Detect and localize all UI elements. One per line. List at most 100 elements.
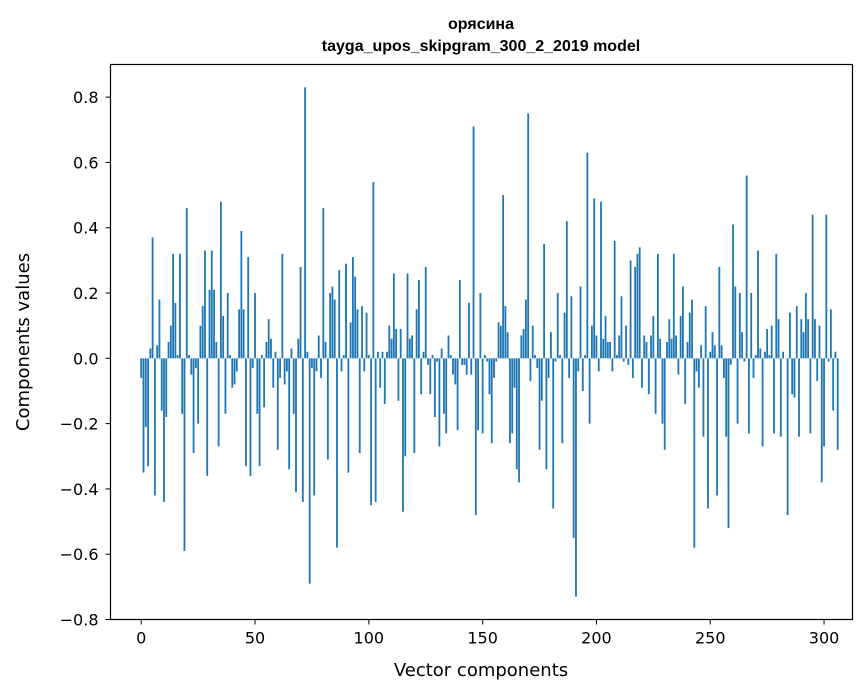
bar-57 bbox=[270, 338, 272, 359]
bar-111 bbox=[392, 273, 395, 359]
bar-41 bbox=[233, 358, 236, 385]
bar-210 bbox=[618, 335, 621, 359]
bar-227 bbox=[656, 253, 659, 359]
bar-121 bbox=[415, 309, 418, 359]
bar-232 bbox=[668, 319, 671, 359]
bar-199 bbox=[593, 198, 596, 359]
bar-34 bbox=[217, 358, 220, 447]
bar-254 bbox=[718, 266, 721, 359]
bar-202 bbox=[600, 201, 602, 359]
bar-142 bbox=[463, 358, 466, 365]
bar-253 bbox=[716, 358, 718, 496]
bar-220 bbox=[641, 358, 643, 388]
bar-10 bbox=[163, 358, 165, 502]
axes-group: 0 50 100 150 200 250 300 −0.8 −0.6 −0.4 −0.2 0.0 0.2… bbox=[60, 88, 840, 647]
bar-144 bbox=[468, 302, 470, 359]
bar-157 bbox=[497, 322, 500, 359]
bar-51 bbox=[256, 358, 259, 414]
bar-306 bbox=[836, 358, 839, 450]
bar-1 bbox=[142, 358, 145, 473]
bar-176 bbox=[540, 358, 543, 401]
bar-75 bbox=[311, 358, 313, 369]
bar-223 bbox=[647, 358, 650, 395]
bar-245 bbox=[697, 358, 700, 388]
bar-276 bbox=[768, 355, 771, 359]
bar-152 bbox=[486, 358, 489, 362]
bar-164 bbox=[513, 358, 516, 388]
bar-71 bbox=[301, 358, 304, 502]
bar-221 bbox=[643, 335, 646, 359]
bar-247 bbox=[702, 358, 705, 437]
bar-120 bbox=[413, 358, 416, 453]
bar-256 bbox=[722, 358, 725, 378]
bar-80 bbox=[322, 208, 325, 359]
bar-212 bbox=[622, 358, 625, 362]
bar-174 bbox=[536, 358, 539, 369]
bar-8 bbox=[158, 299, 161, 359]
bar-278 bbox=[773, 358, 775, 434]
bar-166 bbox=[518, 358, 520, 483]
bar-72 bbox=[304, 87, 307, 359]
bar-187 bbox=[565, 221, 568, 359]
bar-79 bbox=[320, 358, 322, 378]
y-tick-label-0: −0.8 bbox=[60, 611, 99, 630]
bar-264 bbox=[741, 332, 744, 359]
bar-234 bbox=[672, 253, 675, 359]
bar-88 bbox=[340, 358, 343, 372]
bar-235 bbox=[675, 335, 678, 359]
bar-0 bbox=[140, 358, 143, 378]
bar-5 bbox=[151, 237, 154, 359]
bar-186 bbox=[563, 312, 566, 359]
bar-70 bbox=[299, 266, 302, 359]
bar-23 bbox=[192, 358, 195, 453]
bar-268 bbox=[750, 293, 753, 359]
bar-31 bbox=[210, 250, 213, 359]
bar-26 bbox=[199, 325, 202, 359]
bar-236 bbox=[677, 358, 680, 375]
bar-36 bbox=[222, 315, 225, 359]
bar-24 bbox=[194, 358, 197, 369]
y-tick-label-1: −0.6 bbox=[60, 545, 99, 564]
bar-55 bbox=[265, 342, 268, 359]
bar-274 bbox=[763, 351, 766, 359]
bar-211 bbox=[620, 296, 623, 359]
bar-171 bbox=[529, 358, 532, 382]
bar-107 bbox=[383, 358, 386, 405]
bar-169 bbox=[524, 299, 527, 359]
bar-203 bbox=[602, 338, 605, 359]
bar-237 bbox=[679, 315, 682, 359]
bar-248 bbox=[704, 306, 707, 359]
bar-209 bbox=[616, 355, 618, 359]
bar-140 bbox=[458, 279, 461, 359]
bar-272 bbox=[759, 348, 762, 359]
bar-208 bbox=[613, 240, 616, 359]
bar-297 bbox=[816, 358, 819, 382]
y-tick-label-2: −0.4 bbox=[60, 480, 99, 499]
bar-124 bbox=[422, 351, 425, 359]
bar-255 bbox=[720, 345, 723, 359]
bar-193 bbox=[579, 286, 582, 359]
bar-207 bbox=[611, 358, 614, 372]
bar-73 bbox=[306, 351, 309, 359]
bar-215 bbox=[629, 260, 632, 359]
y-tick-label-7: 0.6 bbox=[73, 153, 98, 172]
y-tick-label-5: 0.2 bbox=[73, 284, 98, 303]
bar-189 bbox=[570, 296, 573, 359]
bar-200 bbox=[595, 335, 598, 359]
bar-260 bbox=[732, 224, 734, 359]
bar-213 bbox=[625, 325, 627, 359]
bar-279 bbox=[775, 253, 778, 359]
bar-158 bbox=[499, 325, 502, 359]
bar-263 bbox=[738, 293, 741, 359]
bar-109 bbox=[388, 325, 391, 359]
y-tick-label-6: 0.4 bbox=[73, 219, 98, 238]
bar-16 bbox=[176, 355, 179, 359]
bar-188 bbox=[568, 358, 571, 378]
bar-74 bbox=[308, 358, 311, 584]
bar-98 bbox=[363, 358, 366, 372]
bar-168 bbox=[522, 328, 525, 359]
bar-281 bbox=[779, 358, 782, 437]
chart-subtitle: tayga_upos_skipgram_300_2_2019 model bbox=[322, 38, 640, 55]
bar-246 bbox=[700, 345, 703, 359]
bar-224 bbox=[650, 335, 652, 359]
